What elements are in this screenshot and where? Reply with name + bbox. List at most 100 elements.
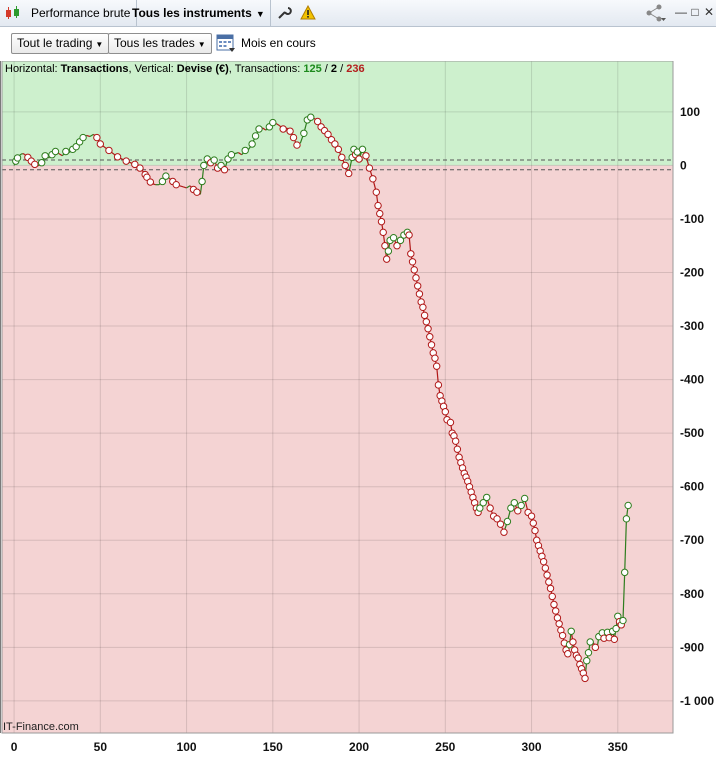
trade-marker — [62, 147, 70, 156]
trade-marker — [451, 437, 460, 445]
trade-marker — [427, 341, 436, 349]
equity-chart[interactable]: 100 0 -100 -200 -300 -400 -500 -600 -700 -800 -900… — [0, 61, 716, 758]
losing-trades-count: 236 — [346, 63, 365, 75]
trade-marker — [210, 156, 218, 164]
trade-marker — [424, 325, 432, 333]
trade-marker — [564, 650, 572, 658]
trade-marker — [552, 607, 560, 615]
plot-frame — [1, 61, 674, 734]
trades-filter-label: Tous les trades — [114, 36, 195, 50]
trade-marker — [546, 584, 555, 593]
trade-marker — [612, 624, 620, 633]
trade-marker — [486, 504, 494, 512]
instruments-dropdown[interactable]: Tous les instruments ▼ — [127, 0, 271, 26]
x-tick-label: 200 — [349, 740, 369, 754]
series-segment — [179, 185, 184, 188]
x-tick-label: 300 — [522, 740, 542, 754]
x-tick-label: 100 — [177, 740, 197, 754]
trade-marker — [251, 132, 260, 140]
trade-marker — [396, 236, 405, 245]
close-icon[interactable]: ✕ — [703, 5, 715, 19]
h-prefix: Horizontal: — [5, 63, 61, 75]
maximize-icon[interactable]: □ — [691, 5, 699, 19]
trade-marker — [610, 635, 619, 643]
trade-marker — [441, 408, 450, 416]
trade-marker — [143, 173, 151, 181]
warning-icon[interactable] — [300, 5, 316, 21]
brand-watermark: IT-Finance.com — [3, 721, 79, 733]
trade-marker — [41, 152, 49, 160]
trade-marker — [517, 501, 525, 510]
y-tick-label: 100 — [680, 105, 700, 119]
sep2: / — [337, 63, 347, 75]
trade-marker — [548, 592, 556, 601]
x-tick-label: 50 — [94, 740, 108, 754]
y-tick-label: -400 — [680, 373, 704, 387]
t-prefix: , Transactions: — [228, 63, 304, 75]
filter-toolbar: Tout le trading ▼ Tous les trades ▼ Mois e… — [0, 27, 716, 61]
trade-marker — [286, 127, 294, 135]
tab-performance-brute[interactable]: Performance brute — [26, 0, 138, 26]
trade-marker — [476, 504, 484, 512]
series-segment — [22, 153, 25, 155]
trade-marker — [307, 113, 315, 121]
series-segment — [182, 186, 187, 189]
series-segment — [622, 572, 626, 621]
share-icon[interactable] — [644, 4, 666, 22]
trade-marker — [586, 638, 594, 646]
trade-marker — [198, 177, 206, 186]
x-tick-label: 350 — [608, 740, 628, 754]
h-value: Transactions — [60, 63, 129, 75]
calendar-icon[interactable] — [216, 32, 236, 53]
series-segment — [237, 152, 243, 156]
v-value: Devise (€) — [176, 63, 229, 75]
trade-marker — [31, 160, 39, 169]
series-segment — [20, 153, 23, 155]
trading-filter-dropdown[interactable]: Tout le trading ▼ — [11, 33, 110, 54]
trade-marker — [365, 164, 374, 172]
trade-marker — [543, 571, 551, 579]
trade-marker — [514, 507, 522, 515]
y-tick-label: -500 — [680, 426, 704, 440]
trade-marker — [374, 201, 382, 210]
trade-marker — [279, 125, 287, 133]
trade-marker — [113, 153, 122, 161]
trade-marker — [358, 145, 367, 154]
trade-marker — [550, 600, 558, 609]
y-tick-label: -800 — [680, 587, 704, 601]
trade-marker — [419, 303, 427, 312]
trade-marker — [269, 118, 277, 127]
trade-marker — [446, 418, 455, 427]
trade-marker — [531, 526, 539, 535]
series-segment — [89, 133, 94, 138]
trade-marker — [624, 501, 632, 510]
trade-marker — [193, 188, 201, 196]
minimize-icon[interactable]: — — [675, 5, 687, 19]
trade-marker — [241, 146, 249, 155]
trade-marker — [422, 318, 431, 326]
y-tick-label: -200 — [680, 266, 704, 280]
trade-marker — [539, 557, 548, 566]
trade-marker — [527, 512, 536, 520]
trade-marker — [567, 627, 575, 635]
trade-marker — [131, 160, 139, 169]
trade-marker — [382, 255, 391, 263]
trade-marker — [555, 620, 563, 628]
top-toolbar: Performance brute Tous les instruments ▼ … — [0, 0, 716, 27]
winning-trades-count: 125 — [303, 63, 322, 75]
trade-marker — [369, 175, 377, 183]
trade-marker — [493, 515, 501, 523]
trade-marker — [136, 164, 144, 172]
trade-marker — [313, 117, 322, 126]
trade-marker — [51, 147, 60, 156]
trade-marker — [503, 517, 512, 526]
trade-marker — [13, 154, 22, 162]
trade-marker — [146, 178, 155, 186]
trade-marker — [407, 250, 415, 258]
trade-marker — [293, 141, 301, 149]
trade-marker — [384, 247, 393, 255]
wrench-icon[interactable] — [276, 5, 292, 21]
trades-filter-dropdown[interactable]: Tous les trades ▼ — [108, 33, 212, 54]
trade-marker — [377, 217, 386, 226]
trade-marker — [331, 140, 339, 148]
